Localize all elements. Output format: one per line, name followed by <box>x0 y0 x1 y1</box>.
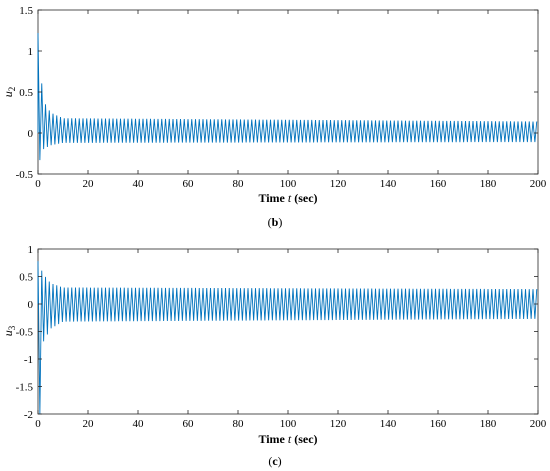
x-axis-ticks-u3: 0 20 40 60 80 100 120 140 160 180 200 <box>35 249 547 430</box>
x-tick-label-u3: 40 <box>133 418 145 430</box>
y-tick-label-u3: -2 <box>24 409 33 421</box>
x-tick-label-u2: 0 <box>35 178 41 190</box>
y-tick-label-u3: 0.5 <box>19 272 33 284</box>
x-tick-label-u2: 120 <box>330 178 347 190</box>
x-tick-label-u3: 160 <box>430 418 447 430</box>
y-axis-ticks-u3: -2 -1.5 -1 -0.5 0 0.5 1 <box>16 244 538 421</box>
y-tick-label-u2: 1.5 <box>19 5 33 17</box>
panel-caption-b: (b) <box>268 215 283 229</box>
x-tick-label-u3: 120 <box>330 418 347 430</box>
x-tick-label-u2: 100 <box>280 178 297 190</box>
y-axis-label-u3: u3 <box>1 325 17 336</box>
plot-area-u2 <box>37 9 539 175</box>
x-tick-label-u2: 60 <box>183 178 195 190</box>
chart-u2: 0 20 40 60 80 100 120 140 160 180 200 -0.500.511.5… <box>1 5 547 229</box>
x-tick-label-u2: 20 <box>83 178 95 190</box>
x-tick-label-u2: 40 <box>133 178 145 190</box>
x-tick-label-u3: 20 <box>83 418 95 430</box>
x-axis-label-u2: Time t (sec) <box>258 191 317 205</box>
x-axis-label-u3: Time t (sec) <box>258 432 317 446</box>
signal-line-u2 <box>37 32 538 161</box>
y-axis-ticks-u2: -0.5 0 0.5 1 1.5 <box>16 5 538 181</box>
x-tick-label-u3: 80 <box>233 418 245 430</box>
y-axis-label-u2: u2 <box>1 87 17 98</box>
y-tick-label-u3: 1 <box>28 244 34 256</box>
y-tick-label-u2: -0.5 <box>16 169 34 181</box>
x-tick-label-u3: 180 <box>480 418 497 430</box>
y-tick-label-u2: 0 <box>28 128 34 140</box>
x-tick-label-u3: 200 <box>530 418 547 430</box>
x-tick-label-u2: 140 <box>380 178 397 190</box>
x-tick-label-u3: 140 <box>380 418 397 430</box>
panel-caption-c: (c) <box>268 454 281 468</box>
x-tick-label-u3: 60 <box>183 418 195 430</box>
x-tick-label-u3: 100 <box>280 418 297 430</box>
x-tick-label-u2: 200 <box>530 178 547 190</box>
x-tick-label-u2: 160 <box>430 178 447 190</box>
y-tick-label-u2: 0.5 <box>19 87 33 99</box>
chart-u3: 0 20 40 60 80 100 120 140 160 180 200 -2 -1.5 -1 -0.5… <box>1 244 547 468</box>
x-tick-label-u2: 80 <box>233 178 245 190</box>
plot-area-u3 <box>37 248 539 415</box>
y-tick-label-u3: -0.5 <box>16 327 34 339</box>
y-tick-label-u3: 0 <box>28 299 34 311</box>
x-axis-ticks-u2: 0 20 40 60 80 100 120 140 160 180 200 <box>35 10 547 190</box>
x-tick-label-u2: 180 <box>480 178 497 190</box>
y-tick-label-u2: 1 <box>28 46 34 58</box>
signal-line-u3 <box>37 261 538 415</box>
y-tick-label-u3: -1 <box>24 354 33 366</box>
x-tick-label-u3: 0 <box>35 418 41 430</box>
y-tick-label-u3: -1.5 <box>16 382 34 394</box>
